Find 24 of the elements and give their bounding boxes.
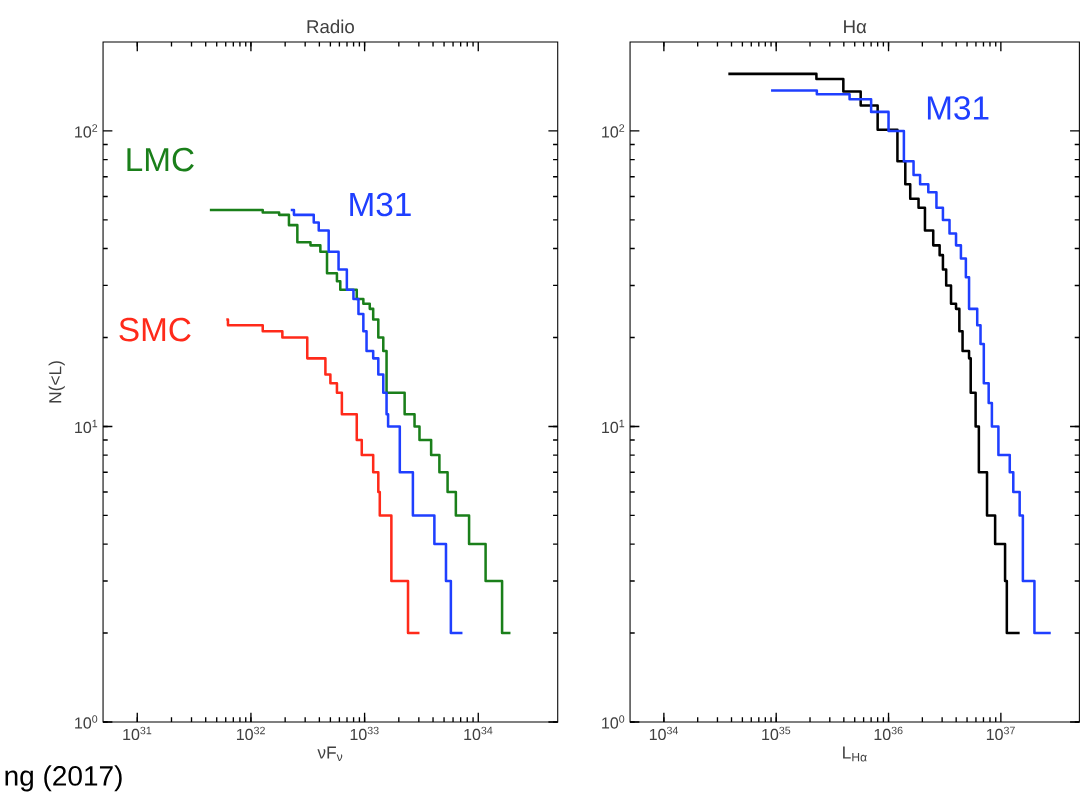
x-tick-label: 10$^{31}$	[123, 726, 152, 741]
y-tick-label: 10$^{2}$	[75, 124, 98, 138]
y-axis-title: N(<L)	[48, 361, 65, 403]
chart-title: Radio	[307, 19, 354, 34]
series-label: LMC	[127, 147, 194, 172]
x-axis-title: L$_{Hα}$	[843, 746, 867, 762]
y-tick-label: 10$^{0}$	[602, 715, 625, 729]
y-tick-label: 10$^{2}$	[602, 124, 625, 138]
y-tick-label: 10$^{0}$	[75, 715, 98, 729]
x-tick-label: 10$^{36}$	[874, 726, 903, 741]
x-tick-label: 10$^{35}$	[762, 726, 791, 741]
x-tick-label: 10$^{32}$	[236, 726, 265, 741]
x-tick-label: 10$^{34}$	[464, 726, 493, 741]
y-tick-label: 10$^{1}$	[75, 419, 98, 434]
series-label: SMC	[119, 317, 191, 342]
x-axis-title: νF$_{ν}$	[317, 746, 343, 761]
y-tick-label: 10$^{1}$	[602, 419, 625, 434]
text: ng (2017)	[5, 765, 122, 792]
series-label: M31	[350, 192, 411, 217]
series-label: M31	[927, 96, 989, 120]
x-tick-label: 10$^{33}$	[350, 726, 379, 741]
x-tick-label: 10$^{34}$	[649, 726, 679, 741]
x-tick-label: 10$^{37}$	[986, 726, 1015, 741]
chart-title: Hα	[844, 20, 867, 34]
